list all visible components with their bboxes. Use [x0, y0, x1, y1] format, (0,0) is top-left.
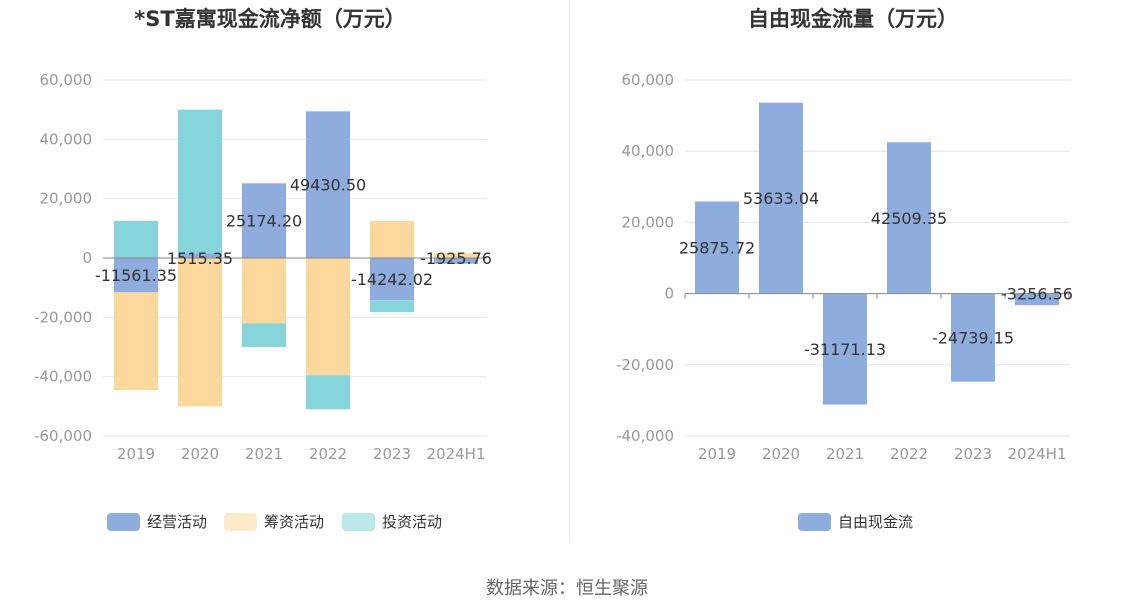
data-label: 1515.35: [167, 249, 233, 268]
chart-title: *ST嘉寓现金流净额（万元）: [134, 7, 405, 31]
x-tick-label: 2022: [309, 445, 347, 463]
y-tick-label: 20,000: [622, 213, 675, 231]
data-label: -31171.13: [804, 340, 886, 359]
x-tick-label: 2024H1: [427, 445, 486, 463]
data-source-note: 数据来源：恒生聚源: [486, 578, 648, 599]
data-label: -11561.35: [95, 266, 177, 285]
x-tick-label: 2024H1: [1008, 445, 1067, 463]
y-tick-label: -20,000: [34, 308, 92, 326]
y-tick-label: 0: [82, 249, 92, 267]
legend-swatch: [107, 513, 140, 531]
bar-投资活动-2023: [370, 300, 414, 313]
bar-自由现金流-2022: [887, 142, 931, 294]
x-tick-label: 2020: [762, 445, 800, 463]
y-tick-label: 0: [664, 285, 674, 303]
bar-自由现金流-2020: [759, 102, 803, 294]
y-tick-label: -40,000: [34, 368, 92, 386]
y-tick-label: -40,000: [616, 427, 674, 445]
x-tick-label: 2019: [117, 445, 155, 463]
bar-投资活动-2021: [242, 323, 286, 347]
bar-自由现金流-2023: [951, 293, 995, 382]
x-tick-label: 2021: [245, 445, 283, 463]
x-tick-label: 2020: [181, 445, 219, 463]
bar-自由现金流-2024H1: [1015, 293, 1059, 306]
y-tick-label: 20,000: [40, 190, 93, 208]
bar-投资活动-2022: [306, 375, 350, 410]
x-tick-label: 2023: [373, 445, 411, 463]
bar-筹资活动-2022: [306, 258, 350, 376]
data-label: 42509.35: [871, 209, 947, 228]
x-tick-label: 2023: [954, 445, 992, 463]
legend-swatch: [342, 513, 375, 531]
y-tick-label: -20,000: [616, 356, 674, 374]
cash-flow-net-chart: *ST嘉寓现金流净额（万元） 60,000 40,000 20,000 0 -20,000…: [34, 7, 492, 531]
bar-经营活动-2023: [370, 258, 414, 301]
data-label: -14242.02: [351, 270, 433, 289]
legend-label: 筹资活动: [264, 513, 324, 531]
x-tick-label: 2022: [890, 445, 928, 463]
y-tick-label: 40,000: [622, 142, 675, 160]
data-label: -3256.56: [1001, 285, 1073, 304]
bar-经营活动-2021: [242, 183, 286, 258]
bar-筹资活动-2021: [242, 258, 286, 324]
data-label: 25174.20: [226, 212, 302, 231]
free-cash-flow-chart: 自由现金流量（万元） 60,000 40,000 20,000 0 -20,000 -40,…: [616, 7, 1073, 531]
x-tick-label: 2021: [826, 445, 864, 463]
bar-筹资活动-2024H1: [434, 253, 478, 258]
bar-经营活动-2024H1: [434, 258, 478, 264]
bar-投资活动-2020: [178, 109, 222, 254]
bar-自由现金流-2019: [695, 201, 739, 294]
data-label: -1925.76: [420, 249, 492, 268]
bar-自由现金流-2021: [823, 293, 867, 405]
legend-label: 投资活动: [382, 513, 442, 531]
bar-筹资活动-2020: [178, 258, 222, 407]
legend-swatch: [224, 513, 257, 531]
y-tick-label: 40,000: [40, 130, 93, 148]
legend-label: 经营活动: [147, 513, 207, 531]
y-tick-label: 60,000: [622, 71, 675, 89]
legend-label: 自由现金流: [838, 513, 913, 531]
bar-经营活动-2020: [178, 253, 222, 258]
data-label: 49430.50: [290, 176, 366, 195]
bar-筹资活动-2019: [114, 292, 158, 391]
chart-title: 自由现金流量（万元）: [748, 7, 958, 31]
bar-经营活动-2019: [114, 258, 158, 293]
data-label: -24739.15: [932, 329, 1014, 348]
bar-筹资活动-2023: [370, 220, 414, 258]
data-label: 25875.72: [679, 239, 755, 258]
bar-经营活动-2022: [306, 111, 350, 258]
y-tick-label: 60,000: [40, 71, 93, 89]
data-label: 53633.04: [743, 189, 819, 208]
bar-投资活动-2019: [114, 220, 158, 258]
legend-swatch: [798, 513, 831, 531]
y-tick-label: -60,000: [34, 427, 92, 445]
x-tick-label: 2019: [698, 445, 736, 463]
